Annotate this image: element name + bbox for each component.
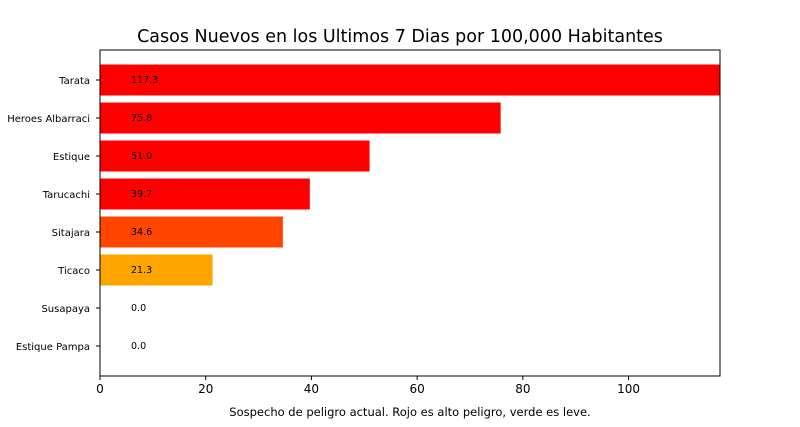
y-tick-label-4: Sitajara	[52, 228, 90, 239]
data-label-4: 34.6	[131, 227, 152, 238]
data-label-1: 75.8	[131, 113, 152, 124]
bar-3	[100, 178, 310, 210]
y-tick-label-2: Estique	[53, 152, 90, 163]
data-label-5: 21.3	[131, 265, 152, 276]
bar-4	[100, 216, 283, 248]
y-tick-label-5: Ticaco	[57, 266, 90, 277]
y-tick-label-6: Susapaya	[41, 304, 90, 315]
bars-layer: 117.3 75.8 51.0 39.7 34.6 21.3 0.0 0.0	[100, 64, 720, 352]
x-tick-label-0: 0	[96, 382, 104, 396]
chart-title: Casos Nuevos en los Ultimos 7 Dias por 1…	[137, 27, 663, 47]
x-axis-label: Sospecho de peligro actual. Rojo es alto…	[229, 405, 590, 419]
x-tick-label-2: 40	[304, 382, 319, 396]
y-tick-label-7: Estique Pampa	[16, 342, 90, 353]
y-tick-label-0: Tarata	[58, 76, 90, 87]
data-label-2: 51.0	[131, 151, 152, 162]
x-axis: 0 20 40 60 80 100	[96, 376, 640, 396]
y-axis: Tarata Heroes Albarraci Estique Tarucachi Si…	[7, 76, 100, 353]
x-tick-label-5: 100	[617, 382, 640, 396]
data-label-3: 39.7	[131, 189, 152, 200]
x-tick-label-3: 60	[409, 382, 424, 396]
bar-2	[100, 140, 370, 172]
y-tick-label-1: Heroes Albarraci	[7, 114, 90, 125]
x-tick-label-1: 20	[198, 382, 213, 396]
bar-0	[100, 64, 720, 96]
data-label-7: 0.0	[131, 341, 146, 352]
bar-1	[100, 102, 501, 134]
bar-5	[100, 254, 213, 286]
data-label-0: 117.3	[131, 75, 158, 86]
y-tick-label-3: Tarucachi	[42, 190, 90, 201]
plot-frame	[99, 49, 721, 377]
data-label-6: 0.0	[131, 303, 146, 314]
x-tick-label-4: 80	[515, 382, 530, 396]
